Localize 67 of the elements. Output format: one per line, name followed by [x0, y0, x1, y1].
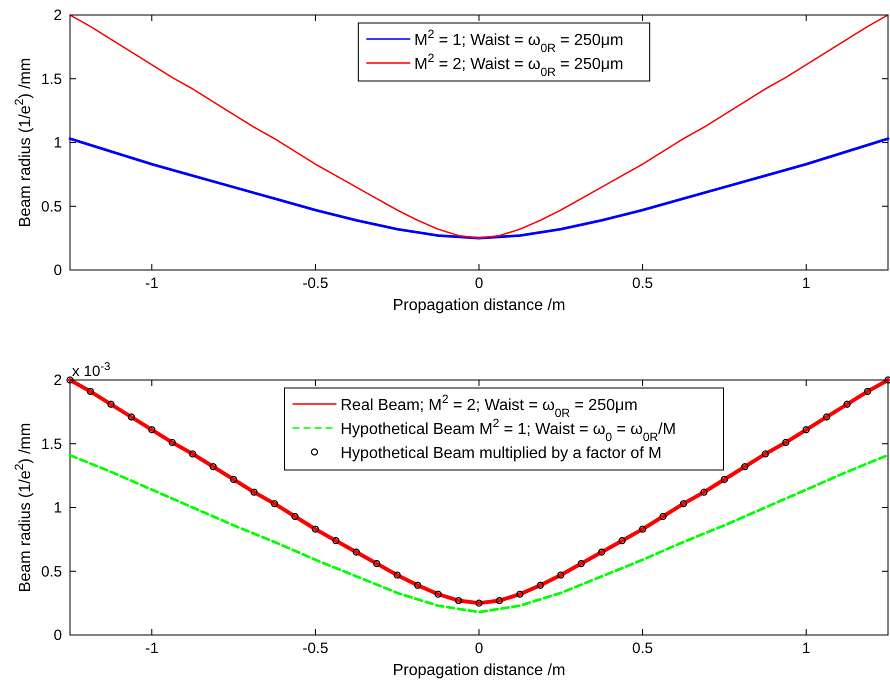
legend-label: Hypothetical Beam multiplied by a factor of M — [340, 445, 662, 462]
x-tick-label: 0.5 — [632, 275, 654, 292]
x-axis-title: Propagation distance /m — [392, 662, 566, 679]
point — [270, 500, 278, 508]
y-tick-label: 1 — [54, 500, 62, 516]
point — [394, 571, 401, 579]
x-tick-label: -1 — [145, 275, 158, 292]
point — [454, 596, 462, 604]
annotation: x 10$^{-3}$ — [72, 361, 110, 380]
x-axis-title: Propagation distance /m — [392, 297, 566, 314]
y-tick-label: 1 — [54, 134, 62, 152]
point — [291, 512, 299, 520]
point — [373, 560, 380, 568]
point — [536, 582, 544, 589]
y-tick-label: 2 — [54, 7, 62, 24]
y-tick-label: 2 — [54, 372, 62, 389]
point — [230, 476, 238, 484]
point — [700, 488, 708, 496]
point — [578, 560, 585, 568]
point — [884, 376, 890, 384]
point — [762, 450, 769, 458]
line-series — [68, 137, 890, 240]
point — [332, 537, 340, 544]
point — [475, 600, 483, 607]
point — [66, 376, 74, 384]
x-tick-label: 0.5 — [632, 640, 654, 657]
y-tick-label: 0 — [54, 262, 62, 279]
y-tick-label: 1.5 — [41, 436, 62, 453]
y-tick-label: 1.5 — [41, 70, 62, 88]
point — [802, 426, 810, 434]
line-series — [69, 14, 889, 239]
point — [598, 548, 606, 556]
point — [434, 590, 442, 598]
x-tick-label: 1 — [802, 640, 810, 657]
y-tick-label: 0.5 — [41, 198, 62, 216]
x-tick-label: 1 — [802, 275, 810, 292]
x-tick-label: 0 — [474, 275, 484, 292]
point — [414, 582, 422, 589]
point — [823, 413, 830, 421]
x-tick-label: -0.5 — [302, 275, 328, 292]
point — [189, 450, 196, 458]
point — [782, 438, 790, 446]
point — [557, 571, 564, 579]
point — [844, 400, 851, 408]
point — [741, 463, 748, 470]
x-tick-label: 0 — [474, 640, 484, 657]
point — [639, 526, 646, 533]
point — [352, 548, 360, 556]
x-tick-label: -0.5 — [302, 640, 328, 657]
point — [720, 476, 728, 484]
y-tick-label: 0.5 — [41, 563, 62, 580]
x-tick-label: -1 — [145, 640, 158, 657]
point — [128, 413, 135, 421]
point — [864, 388, 872, 396]
point — [107, 400, 114, 408]
point — [618, 537, 626, 544]
point — [659, 512, 667, 520]
point — [148, 426, 156, 434]
point — [168, 438, 176, 446]
point — [250, 488, 258, 496]
point — [86, 388, 94, 396]
point — [496, 596, 504, 604]
point — [312, 526, 319, 533]
point — [516, 590, 524, 598]
point — [210, 463, 217, 470]
point — [680, 500, 688, 508]
y-tick-label: 0 — [54, 627, 62, 644]
